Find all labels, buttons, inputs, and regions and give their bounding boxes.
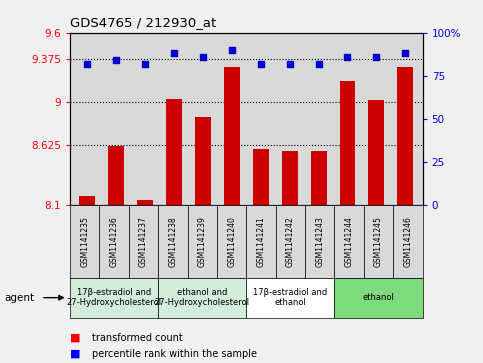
Text: ethanol and
27-Hydroxycholesterol: ethanol and 27-Hydroxycholesterol: [155, 288, 250, 307]
Text: transformed count: transformed count: [92, 333, 183, 343]
Point: [257, 61, 265, 67]
Bar: [166, 99, 182, 205]
Text: ■: ■: [70, 333, 81, 343]
Point: [315, 61, 323, 67]
Bar: [398, 67, 413, 205]
Text: GSM1141245: GSM1141245: [374, 216, 383, 267]
Point: [142, 61, 149, 67]
Bar: [253, 149, 269, 205]
Point: [170, 50, 178, 56]
Bar: [224, 67, 240, 205]
Text: GSM1141238: GSM1141238: [169, 216, 177, 267]
Bar: [311, 151, 327, 205]
Bar: [79, 196, 95, 205]
Text: GSM1141236: GSM1141236: [110, 216, 119, 267]
Text: GSM1141235: GSM1141235: [80, 216, 89, 267]
Point: [199, 54, 207, 60]
Text: GSM1141243: GSM1141243: [315, 216, 324, 267]
Text: GSM1141246: GSM1141246: [403, 216, 412, 267]
Text: GSM1141241: GSM1141241: [256, 216, 266, 267]
Point: [343, 54, 351, 60]
Text: agent: agent: [5, 293, 35, 303]
Point: [228, 47, 236, 53]
Point: [113, 57, 120, 63]
Text: GSM1141239: GSM1141239: [198, 216, 207, 267]
Text: ■: ■: [70, 349, 81, 359]
Point: [286, 61, 294, 67]
Text: GSM1141237: GSM1141237: [139, 216, 148, 267]
Text: GSM1141244: GSM1141244: [345, 216, 354, 267]
Text: percentile rank within the sample: percentile rank within the sample: [92, 349, 257, 359]
Bar: [369, 101, 384, 205]
Bar: [282, 151, 298, 205]
Text: 17β-estradiol and
ethanol: 17β-estradiol and ethanol: [253, 288, 327, 307]
Text: GSM1141242: GSM1141242: [286, 216, 295, 267]
Bar: [340, 81, 355, 205]
Text: 17β-estradiol and
27-Hydroxycholesterol: 17β-estradiol and 27-Hydroxycholesterol: [67, 288, 162, 307]
Bar: [137, 200, 153, 205]
Point: [401, 50, 409, 56]
Point: [372, 54, 380, 60]
Text: GDS4765 / 212930_at: GDS4765 / 212930_at: [70, 16, 216, 29]
Bar: [195, 117, 211, 205]
Point: [84, 61, 91, 67]
Text: GSM1141240: GSM1141240: [227, 216, 236, 267]
Text: ethanol: ethanol: [363, 293, 395, 302]
Bar: [108, 146, 124, 205]
